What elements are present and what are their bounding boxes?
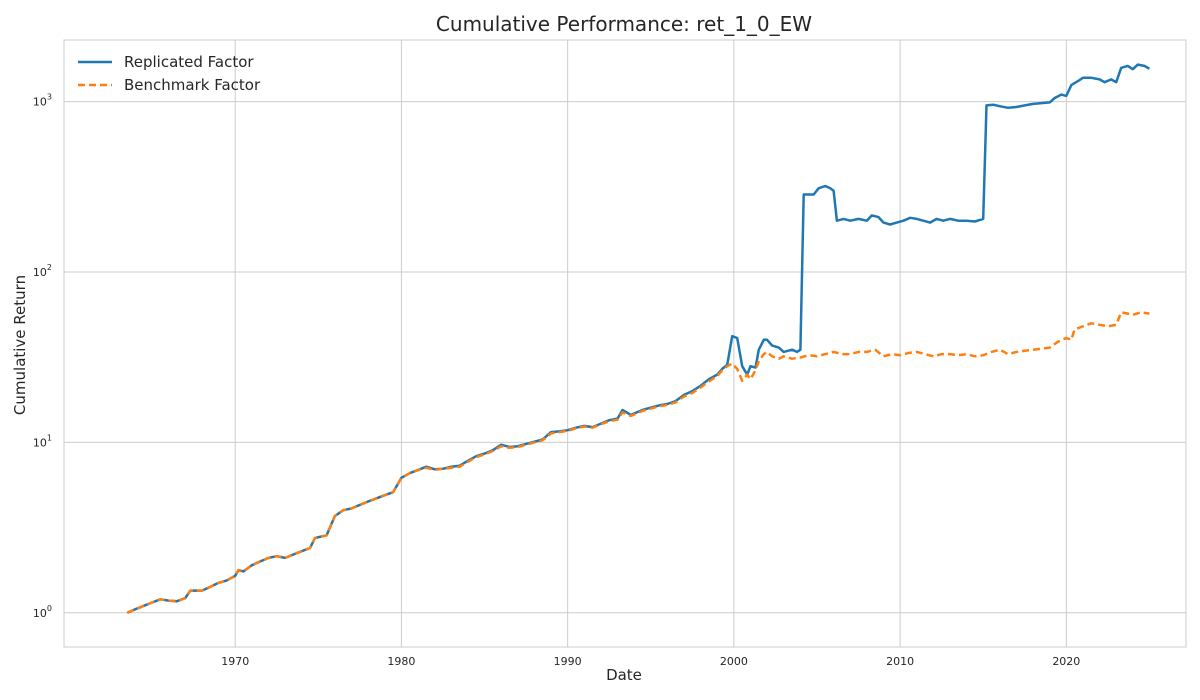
y-tick-label: 101 xyxy=(33,433,52,449)
y-axis-title: Cumulative Return xyxy=(11,275,29,415)
x-tick-label: 2010 xyxy=(886,655,914,668)
legend-label-replicated-factor: Replicated Factor xyxy=(124,53,254,71)
y-tick-labels: 100 101 102 103 xyxy=(33,93,52,620)
series-layer xyxy=(126,63,1151,614)
x-tick-label: 1970 xyxy=(221,655,249,668)
x-tick-label: 2020 xyxy=(1052,655,1080,668)
x-tick-labels: 1970 1980 1990 2000 2010 2020 xyxy=(221,655,1080,668)
x-axis-title: Date xyxy=(606,666,642,684)
chart-title: Cumulative Performance: ret_1_0_EW xyxy=(436,12,812,36)
legend: Replicated Factor Benchmark Factor xyxy=(78,53,261,94)
legend-label-benchmark-factor: Benchmark Factor xyxy=(124,76,261,94)
grid-layer xyxy=(64,40,1186,647)
plot-frame xyxy=(63,39,1187,648)
x-tick-label: 1980 xyxy=(387,655,415,668)
x-tick-label: 2000 xyxy=(720,655,748,668)
series-line-replicated-factor xyxy=(126,63,1151,614)
y-tick-label: 102 xyxy=(33,263,52,279)
y-tick-label: 103 xyxy=(33,93,52,109)
y-tick-label: 100 xyxy=(33,604,52,620)
x-tick-label: 1990 xyxy=(554,655,582,668)
series-line-benchmark-factor xyxy=(126,311,1150,614)
